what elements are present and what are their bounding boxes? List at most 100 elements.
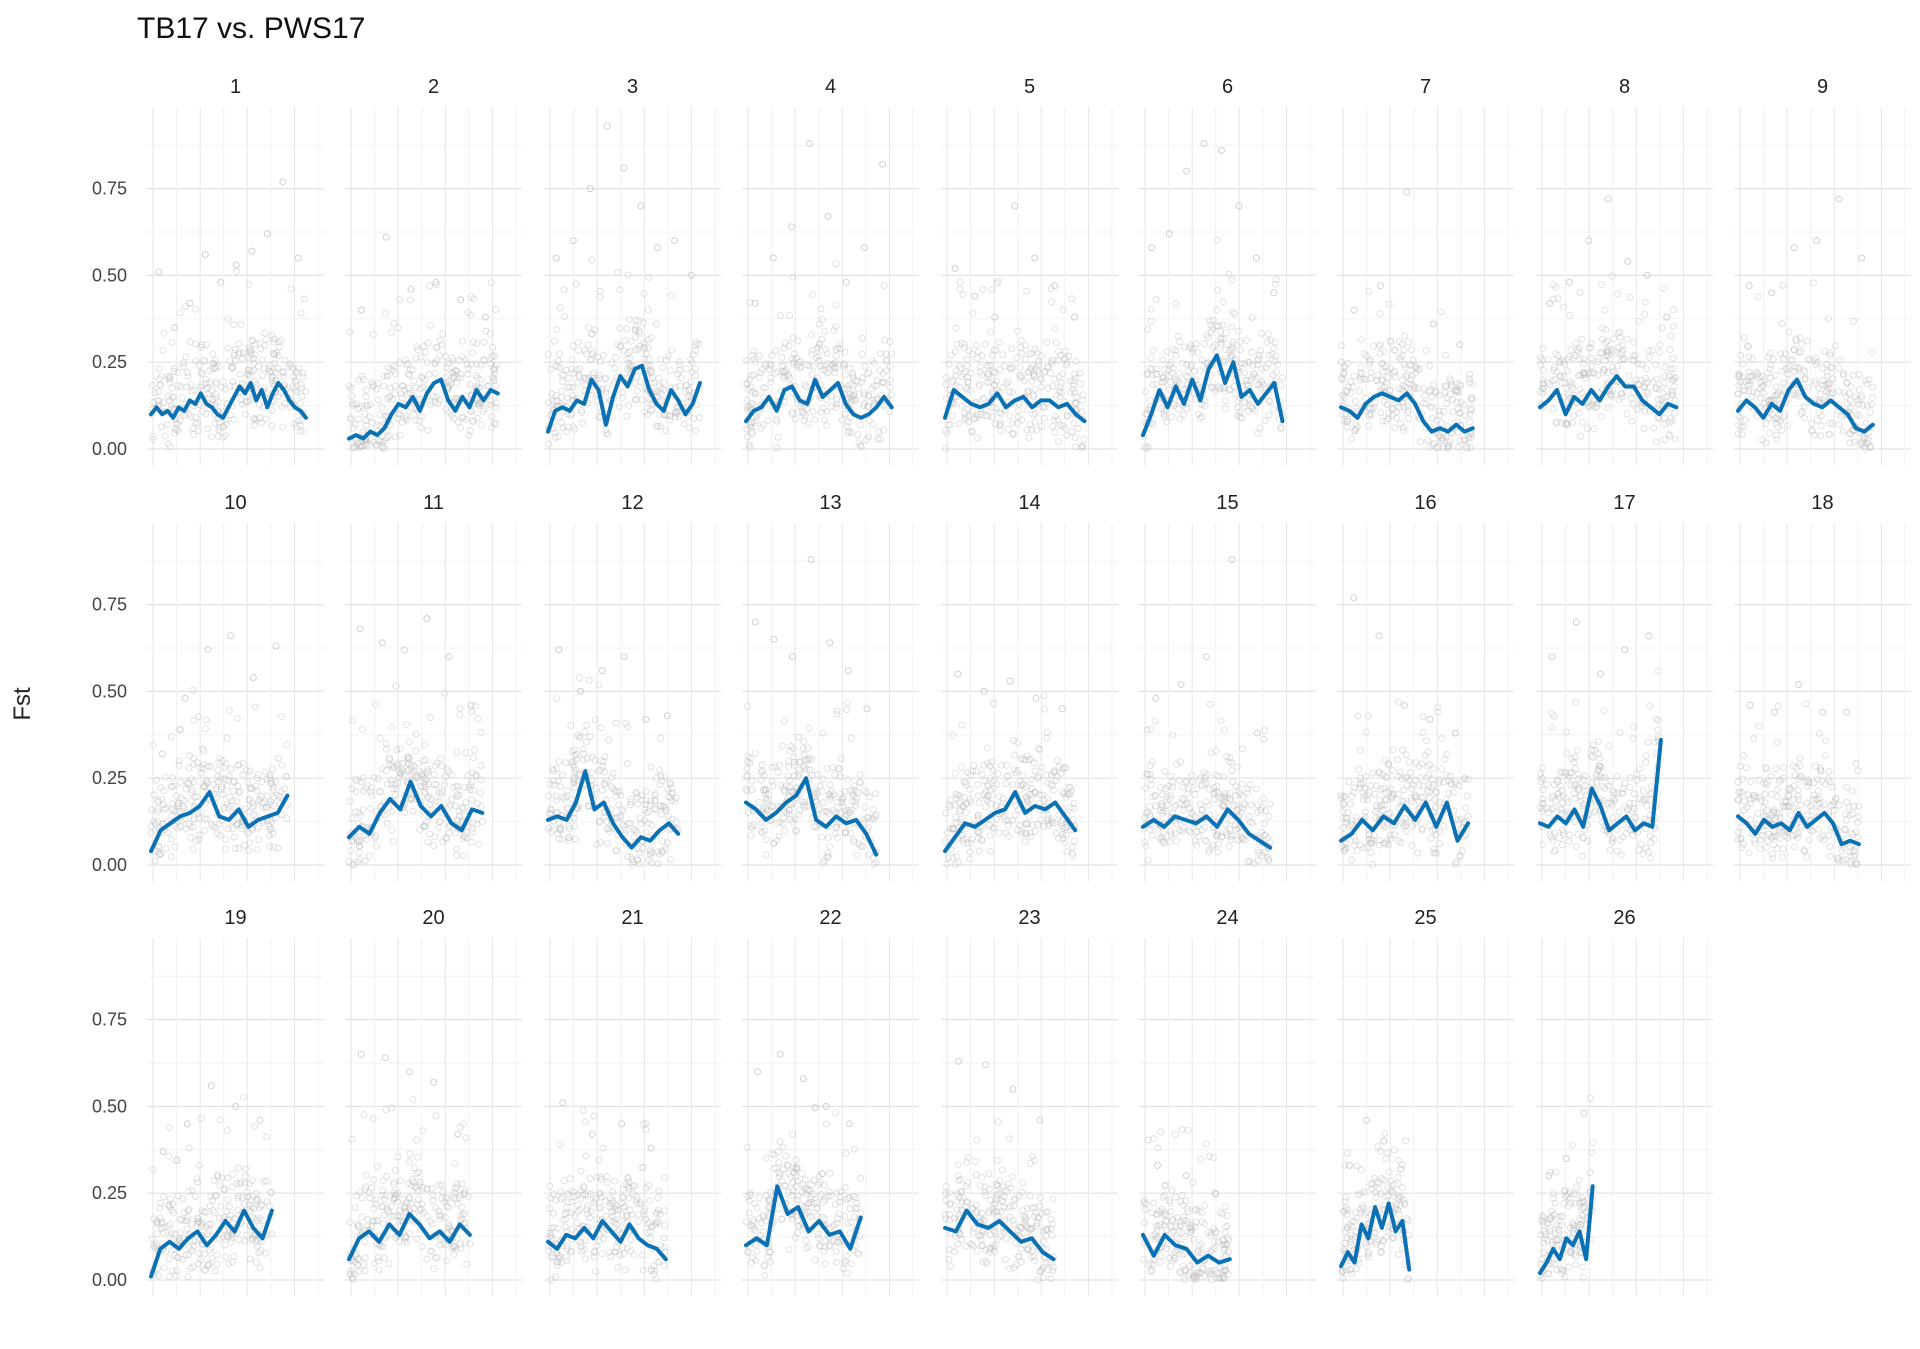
- fst-outlier-point: [599, 668, 605, 674]
- fst-point: [201, 828, 207, 834]
- fst-point: [1579, 336, 1585, 342]
- fst-point: [1426, 795, 1432, 801]
- fst-point: [866, 417, 872, 423]
- fst-point: [1773, 384, 1779, 390]
- fst-outlier-point: [280, 179, 286, 185]
- fst-point: [960, 292, 966, 298]
- facet-panel-8: 8: [1536, 76, 1713, 465]
- fst-point: [1431, 382, 1437, 388]
- fst-point: [1229, 768, 1235, 774]
- fst-point: [1863, 420, 1869, 426]
- fst-point: [752, 750, 758, 756]
- fst-point: [943, 375, 949, 381]
- facet-panel-7: 7: [1337, 76, 1514, 465]
- fst-outlier-point: [1566, 279, 1572, 285]
- fst-point: [164, 422, 170, 428]
- fst-point: [1149, 833, 1155, 839]
- fst-point: [1869, 349, 1875, 355]
- fst-point: [605, 432, 611, 438]
- facet-label: 9: [1817, 76, 1828, 98]
- fst-point: [379, 404, 385, 410]
- fst-outlier-point: [295, 255, 301, 261]
- fst-point: [407, 297, 413, 303]
- chart-title: TB17 vs. PWS17: [137, 12, 365, 45]
- fst-point: [413, 417, 419, 423]
- fst-point: [785, 758, 791, 764]
- fst-point: [264, 793, 270, 799]
- fst-point: [801, 739, 807, 745]
- fst-point: [859, 375, 865, 381]
- fst-point: [1254, 809, 1260, 815]
- fst-point: [1372, 791, 1378, 797]
- fst-point: [1071, 420, 1077, 426]
- fst-point: [1026, 435, 1032, 441]
- fst-point: [1027, 813, 1033, 819]
- fst-point: [298, 310, 304, 316]
- fst-point: [1741, 335, 1747, 341]
- fst-point: [1153, 297, 1159, 303]
- facet-label: 11: [423, 492, 444, 514]
- fst-point: [658, 356, 664, 362]
- fst-point: [1467, 445, 1473, 451]
- fst-point: [231, 322, 237, 328]
- facet-label: 7: [1420, 76, 1431, 98]
- facet-label: 4: [825, 76, 836, 98]
- fst-point: [1018, 350, 1024, 356]
- fst-point: [478, 422, 484, 428]
- fst-point: [472, 747, 478, 753]
- fst-outlier-point: [424, 616, 430, 622]
- fst-point: [1148, 355, 1154, 361]
- fst-point: [775, 434, 781, 440]
- fst-point: [842, 349, 848, 355]
- fst-point: [1173, 838, 1179, 844]
- fst-outlier-point: [827, 640, 833, 646]
- fst-point: [1049, 299, 1055, 305]
- fst-point: [431, 772, 437, 778]
- fst-outlier-point: [357, 626, 363, 632]
- fst-outlier-point: [604, 123, 610, 129]
- fst-point: [1443, 352, 1449, 358]
- fst-point: [368, 806, 374, 812]
- fst-point: [991, 701, 997, 707]
- facet-label: 14: [1018, 492, 1040, 514]
- fst-point: [1779, 321, 1785, 327]
- fst-point: [388, 330, 394, 336]
- fst-outlier-point: [1625, 259, 1631, 265]
- fst-point: [279, 762, 285, 768]
- fst-point: [1222, 406, 1228, 412]
- fst-point: [943, 810, 949, 816]
- fst-outlier-point: [187, 300, 193, 306]
- fst-point: [597, 288, 603, 294]
- fst-point: [655, 861, 661, 867]
- fst-point: [1405, 416, 1411, 422]
- fst-point: [1164, 349, 1170, 355]
- fst-point: [168, 854, 174, 860]
- fst-point: [1024, 288, 1030, 294]
- fst-point: [278, 714, 284, 720]
- fst-point: [834, 711, 840, 717]
- fst-point: [990, 768, 996, 774]
- fst-outlier-point: [864, 706, 870, 712]
- fst-point: [634, 374, 640, 380]
- fst-point: [256, 402, 262, 408]
- fst-point: [370, 332, 376, 338]
- fst-point: [781, 718, 787, 724]
- fst-point: [162, 433, 168, 439]
- fst-point: [363, 387, 369, 393]
- fst-point: [597, 294, 603, 300]
- fst-outlier-point: [672, 238, 678, 244]
- fst-point: [862, 804, 868, 810]
- y-tick-label: 0.75: [92, 595, 127, 615]
- fst-point: [997, 410, 1003, 416]
- fst-point: [959, 403, 965, 409]
- fst-point: [192, 306, 198, 312]
- fst-point: [833, 302, 839, 308]
- fst-point: [616, 404, 622, 410]
- fst-point: [385, 781, 391, 787]
- fst-point: [1145, 857, 1151, 863]
- fst-point: [605, 840, 611, 846]
- fst-outlier-point: [1271, 290, 1277, 296]
- fst-point: [1073, 394, 1079, 400]
